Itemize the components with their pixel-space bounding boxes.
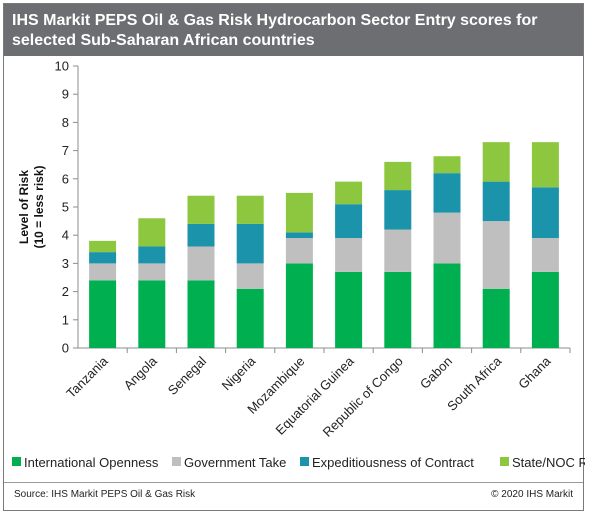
bar-segment xyxy=(138,246,166,264)
bar-segment xyxy=(138,218,166,247)
bar-segment xyxy=(482,221,510,289)
bar-segment xyxy=(482,288,510,348)
bar-segment xyxy=(433,263,461,348)
bar-segment xyxy=(285,238,313,264)
legend-label: International Openness xyxy=(24,455,159,470)
x-tick-label: Senegal xyxy=(165,353,209,397)
x-tick-label: South Africa xyxy=(444,353,505,414)
bar-segment xyxy=(433,156,461,174)
y-tick-label: 1 xyxy=(62,312,69,327)
bar-segment xyxy=(285,263,313,348)
bar-segment xyxy=(384,161,412,191)
legend-label: Expeditiousness of Contract xyxy=(312,455,474,470)
chart-frame: IHS Markit PEPS Oil & Gas Risk Hydrocarb… xyxy=(3,3,585,511)
bar-segment xyxy=(89,263,117,281)
bar-segment xyxy=(187,246,215,281)
source-note: Source: IHS Markit PEPS Oil & Gas Risk xyxy=(14,489,196,500)
bar-segment xyxy=(89,240,117,253)
bar-segment xyxy=(531,142,559,188)
x-tick-label: Ghana xyxy=(515,353,554,392)
copyright-note: © 2020 IHS Markit xyxy=(491,489,573,500)
bar-segment xyxy=(89,252,117,264)
bar-segment xyxy=(384,190,412,230)
legend-swatch xyxy=(12,457,21,466)
bar-segment xyxy=(384,229,412,272)
y-tick-label: 0 xyxy=(62,341,69,356)
y-tick-label: 4 xyxy=(62,228,69,243)
bar-segment xyxy=(384,271,412,348)
bar-segment xyxy=(285,232,313,239)
bar-segment xyxy=(531,238,559,272)
legend-swatch xyxy=(300,457,309,466)
bar-segment xyxy=(236,195,264,224)
y-tick-label: 10 xyxy=(55,59,69,74)
legend-label: Government Take xyxy=(184,455,286,470)
y-axis-title: Level of Risk(10 = less risk) xyxy=(17,165,46,248)
bar-segment xyxy=(236,223,264,264)
bar-segment xyxy=(335,204,363,239)
legend-swatch xyxy=(172,457,181,466)
bar-segment xyxy=(187,195,215,224)
legend-label: State/NOC Role xyxy=(512,455,585,470)
y-tick-label: 9 xyxy=(62,87,69,102)
y-axis-title-line: Level of Risk xyxy=(17,170,31,244)
bar-segment xyxy=(335,271,363,348)
y-tick-label: 5 xyxy=(62,200,69,215)
bar-segment xyxy=(482,181,510,222)
x-tick-label: Tanzania xyxy=(63,353,111,401)
y-tick-label: 8 xyxy=(62,115,69,130)
bar-segment xyxy=(138,263,166,281)
bar-segment xyxy=(433,173,461,213)
bar-segment xyxy=(236,288,264,348)
bar-segment xyxy=(285,192,313,233)
y-axis-title-line: (10 = less risk) xyxy=(32,165,46,248)
y-tick-label: 6 xyxy=(62,171,69,186)
x-tick-label: Gabon xyxy=(417,354,455,392)
source-divider xyxy=(4,482,583,483)
bar-segment xyxy=(187,223,215,247)
chart-area: 0 1 2 3 4 5 6 7 8 9 10 Level of Risk(10 = less risk… xyxy=(12,59,585,470)
bar-segment xyxy=(89,280,117,348)
bar-segment xyxy=(531,271,559,348)
bar-segment xyxy=(531,187,559,239)
bar-segment xyxy=(335,238,363,272)
y-tick-label: 7 xyxy=(62,143,69,158)
legend-swatch xyxy=(500,457,509,466)
bar-segment xyxy=(138,280,166,348)
bar-segment xyxy=(482,142,510,182)
bar-segment xyxy=(187,280,215,348)
bar-segment xyxy=(433,212,461,264)
y-tick-label: 3 xyxy=(62,256,69,271)
bar-segment xyxy=(236,263,264,289)
bar-segment xyxy=(335,181,363,205)
x-tick-label: Nigeria xyxy=(219,353,259,393)
y-tick-label: 2 xyxy=(62,284,69,299)
x-tick-label: Angola xyxy=(121,353,161,393)
chart-title: IHS Markit PEPS Oil & Gas Risk Hydrocarb… xyxy=(4,4,583,56)
